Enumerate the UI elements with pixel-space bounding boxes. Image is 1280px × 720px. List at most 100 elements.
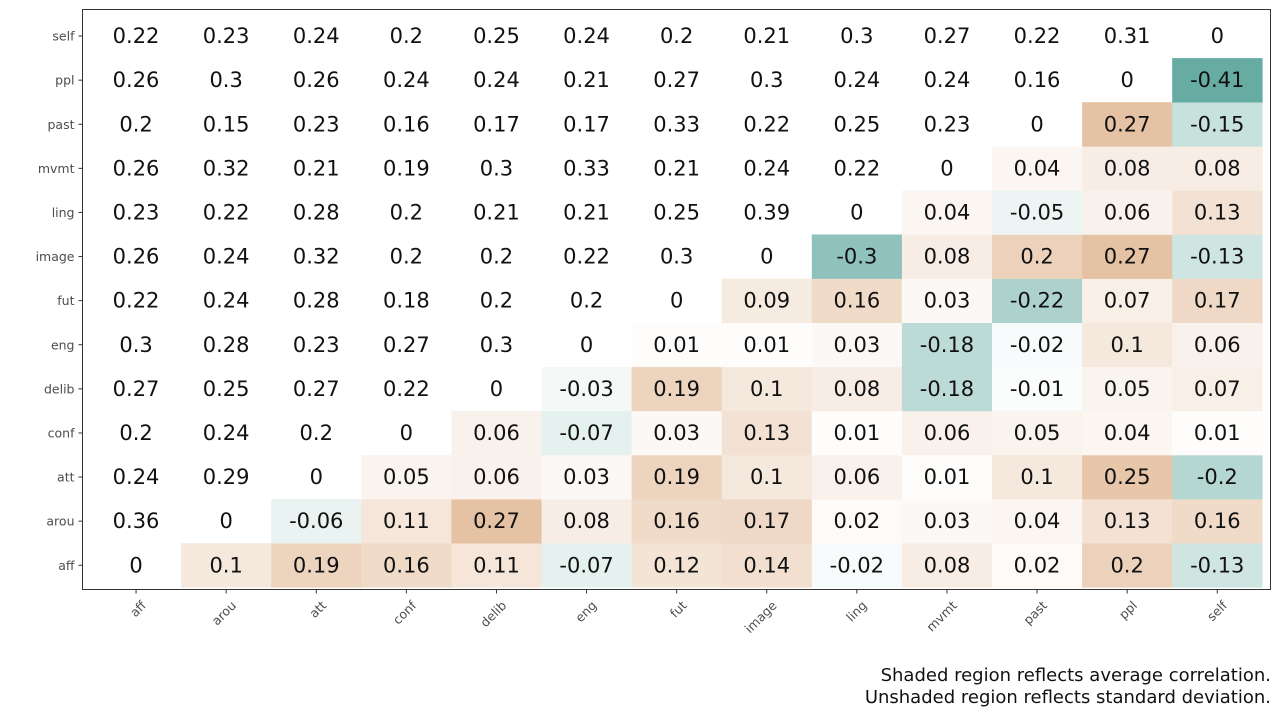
cell-value-label: 0.1 <box>750 465 783 489</box>
heatmap-cell-att-past <box>992 455 1083 500</box>
cell-value-label: 0.2 <box>480 289 513 313</box>
cell-value-label: 0.01 <box>833 421 880 445</box>
cell-value-label: -0.18 <box>920 333 974 357</box>
cell-value-label: 0.2 <box>300 421 333 445</box>
heatmap-cell-conf-eng <box>541 410 632 456</box>
cell-value-label: 0.18 <box>383 289 430 313</box>
heatmap-cell-aff-image <box>721 543 813 588</box>
cell-value-label: 0.23 <box>293 112 340 136</box>
cell-value-label: 0.15 <box>203 112 250 136</box>
cell-value-label: 0.02 <box>1014 553 1061 577</box>
cell-value-label: 0.01 <box>743 333 790 357</box>
cell-value-label: 0.27 <box>473 509 520 533</box>
cell-value-label: 0.2 <box>119 112 152 136</box>
cell-value-label: 0.3 <box>750 68 783 92</box>
cell-value-label: 0.21 <box>563 200 610 224</box>
x-tick-label: arou <box>209 598 239 628</box>
heatmap-cell-delib-eng <box>541 366 632 412</box>
cell-value-label: 0.22 <box>743 112 790 136</box>
heatmap-cell-fut-ling <box>811 278 903 323</box>
cell-value-label: 0.06 <box>833 465 880 489</box>
y-tick-label: ling <box>52 205 75 220</box>
cell-value-label: 0.03 <box>833 333 880 357</box>
heatmap-cell-fut-mvmt <box>901 278 993 323</box>
heatmap-cell-past-ppl <box>1082 102 1173 147</box>
heatmap-cell-delib-self <box>1172 366 1263 412</box>
x-tick-label: att <box>306 598 329 621</box>
cell-value-label: 0.11 <box>473 553 520 577</box>
cell-value-label: 0.01 <box>924 465 971 489</box>
x-tick-label: conf <box>390 597 420 627</box>
cell-value-label: 0.08 <box>833 377 880 401</box>
heatmap-cell-ppl-self <box>1172 58 1263 103</box>
heatmap-cell-aff-ling <box>811 543 903 588</box>
cell-value-label: 0.19 <box>383 156 430 180</box>
cell-value-label: 0.2 <box>390 245 423 269</box>
cell-value-label: 0 <box>1030 112 1043 136</box>
heatmap-cell-aff-eng <box>541 543 632 588</box>
cell-value-label: 0.25 <box>1104 465 1151 489</box>
y-tick-label: delib <box>44 381 75 396</box>
cell-value-label: 0.25 <box>653 200 700 224</box>
cell-value-label: 0.24 <box>383 68 430 92</box>
heatmap-cell-arou-ppl <box>1082 499 1173 544</box>
heatmap-cell-arou-past <box>992 499 1083 544</box>
cell-value-label: 0 <box>400 421 413 445</box>
cell-value-label: 0.2 <box>390 24 423 48</box>
cell-value-label: 0.1 <box>209 553 242 577</box>
cell-value-label: 0.07 <box>1194 377 1241 401</box>
cell-value-label: 0.22 <box>113 24 160 48</box>
cell-value-label: 0.23 <box>113 200 160 224</box>
heatmap-cell-arou-att <box>271 499 362 544</box>
y-tick-label: att <box>57 470 75 485</box>
cell-value-label: 0 <box>1120 68 1133 92</box>
y-tick-label: self <box>52 29 75 44</box>
heatmap-cell-att-self <box>1172 455 1263 500</box>
cell-value-label: 0.24 <box>203 245 250 269</box>
cell-value-label: -0.3 <box>836 245 877 269</box>
heatmap-cell-aff-fut <box>631 543 722 588</box>
y-tick-label: past <box>47 117 74 132</box>
cell-value-label: 0.28 <box>293 289 340 313</box>
cell-value-label: 0.25 <box>833 112 880 136</box>
y-tick-label: mvmt <box>38 161 75 176</box>
cell-value-label: 0.17 <box>563 112 610 136</box>
heatmap-cell-delib-mvmt <box>901 366 993 412</box>
cell-value-label: 0.24 <box>563 24 610 48</box>
cell-value-label: 0.23 <box>203 24 250 48</box>
heatmap-cell-conf-image <box>721 410 813 456</box>
cell-value-label: 0.26 <box>113 68 160 92</box>
heatmap-cell-delib-ling <box>811 366 903 412</box>
cell-value-label: 0 <box>1211 24 1224 48</box>
cell-value-label: 0 <box>310 465 323 489</box>
heatmap-cell-conf-ppl <box>1082 410 1173 456</box>
y-tick-label: eng <box>51 337 75 352</box>
heatmap-cell-fut-self <box>1172 278 1263 323</box>
cell-value-label: 0.16 <box>383 112 430 136</box>
cell-value-label: 0.11 <box>383 509 430 533</box>
cell-value-label: 0.16 <box>1194 509 1241 533</box>
cell-value-label: 0.03 <box>924 509 971 533</box>
heatmap-cell-aff-arou <box>181 543 272 588</box>
heatmap-cell-fut-image <box>721 278 813 323</box>
heatmap-cell-arou-mvmt <box>901 499 993 544</box>
cell-value-label: -0.03 <box>559 377 613 401</box>
heatmap-cell-image-ling <box>811 234 903 279</box>
heatmap-cell-mvmt-past <box>992 146 1083 191</box>
cell-value-label: 0.07 <box>1104 289 1151 313</box>
cell-value-label: 0.2 <box>660 24 693 48</box>
cell-value-label: 0.2 <box>480 245 513 269</box>
cell-value-label: -0.22 <box>1010 289 1064 313</box>
cell-value-label: 0.2 <box>119 421 152 445</box>
cell-value-label: 0.01 <box>653 333 700 357</box>
cell-value-label: 0.04 <box>1014 509 1061 533</box>
cell-value-label: 0.2 <box>1020 245 1053 269</box>
cell-value-label: 0.28 <box>203 333 250 357</box>
heatmap-cell-eng-mvmt <box>901 322 993 368</box>
heatmap-cell-delib-image <box>721 366 813 412</box>
heatmap-cell-att-ppl <box>1082 455 1173 500</box>
heatmap-cell-delib-fut <box>631 366 722 412</box>
cell-value-label: 0.33 <box>563 156 610 180</box>
heatmap-cell-att-delib <box>451 455 542 500</box>
cell-value-label: 0.27 <box>293 377 340 401</box>
